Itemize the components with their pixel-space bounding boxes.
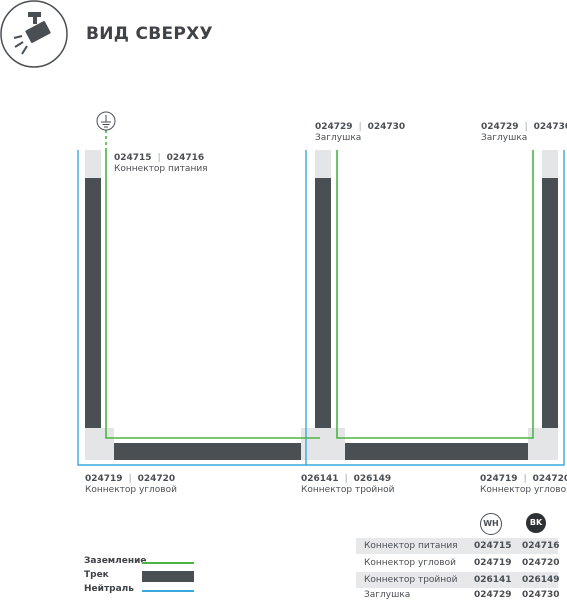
cap-right-label: 024729|024730 Заглушка [481,122,567,143]
left-vertical-track [85,178,101,428]
corner-left-label: 024719 | 024720 Коннектор угловой [85,474,177,495]
cap-left-label: 024729 | 024730 Заглушка [315,122,406,143]
middle-track-top-cap [315,150,331,178]
legend-neutral-swatch [142,590,194,592]
neutral-line-right [306,150,565,466]
ground-icon [96,111,116,131]
legend-track-swatch [142,571,194,582]
left-horizontal-track [114,443,301,460]
right-horizontal-track [345,443,528,460]
legend: Заземление Трек Нейтраль [84,556,199,596]
table-row: Коннектор питания 024715 024716 [356,538,560,554]
corner-left-piece [85,428,114,460]
right-track-top-cap [542,150,558,178]
legend-ground-label: Заземление [84,556,147,566]
page-title: ВИД СВЕРХУ [86,24,213,44]
power-connector-label: 024715 | 024716 Коннектор питания [114,153,208,174]
table-row: Заглушка 024729 024730 [364,590,560,600]
table-row: Коннектор тройной 026141 026149 [356,572,560,588]
table-row: Коннектор угловой 024719 024720 [364,558,560,568]
tee-connector-label: 026141 | 026149 Коннектор тройной [301,474,395,495]
ground-line-right [336,150,534,439]
spotlight-icon [0,0,70,70]
right-vertical-track [542,178,558,428]
neutral-line-left [77,150,307,466]
left-track-top-cap [85,150,101,178]
bk-badge: BK [526,513,546,533]
ground-line-left [105,150,320,439]
middle-vertical-track [315,178,331,428]
legend-track-label: Трек [84,570,109,580]
tee-piece [301,428,345,460]
legend-ground-swatch [142,562,194,564]
wh-badge: WH [480,513,502,535]
corner-right-label: 024719 | 024720 Коннектор угловой [480,474,567,495]
legend-neutral-label: Нейтраль [84,584,134,594]
